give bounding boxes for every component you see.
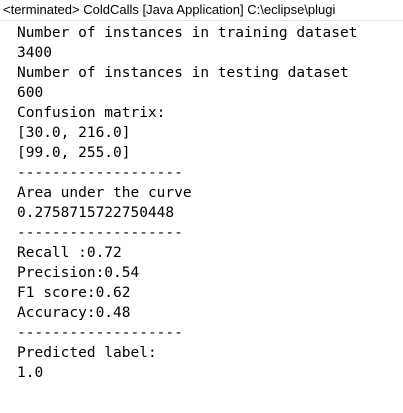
separator-line: -------------------	[17, 165, 183, 181]
console-line: Accuracy:0.48	[17, 305, 131, 321]
console-line: 3400	[17, 45, 52, 61]
console-line: 0.2758715722750448	[17, 205, 175, 221]
console-line: Predicted label:	[17, 345, 157, 361]
separator-line: -------------------	[17, 225, 183, 241]
console-line: [30.0, 216.0]	[17, 125, 131, 141]
console-line: 600	[17, 85, 44, 101]
console-line: Recall :0.72	[17, 245, 122, 261]
console-header-label: <terminated> ColdCalls [Java Application…	[0, 0, 403, 21]
console-line: Area under the curve	[17, 185, 192, 201]
console-line: Precision:0.54	[17, 265, 140, 281]
console-output[interactable]: Number of instances in training dataset …	[0, 21, 403, 413]
console-line: F1 score:0.62	[17, 285, 131, 301]
console-line: 1.0	[17, 365, 44, 381]
console-line: Number of instances in training dataset	[17, 25, 358, 41]
console-line: [99.0, 255.0]	[17, 145, 131, 161]
separator-line: -------------------	[17, 325, 183, 341]
console-line: Number of instances in testing dataset	[17, 65, 349, 81]
console-line: Confusion matrix:	[17, 105, 166, 121]
